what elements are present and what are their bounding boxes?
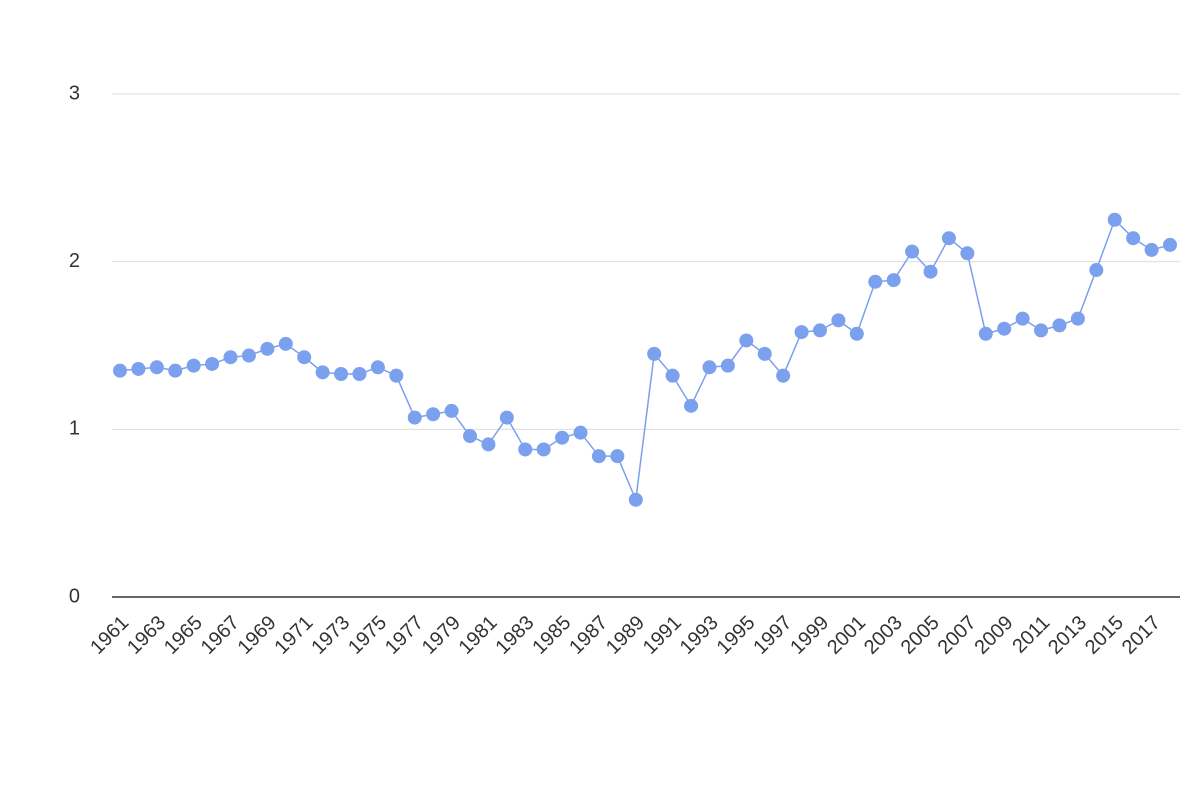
y-tick-label: 3 [69, 82, 80, 104]
data-point [591, 449, 606, 464]
data-point [518, 442, 533, 457]
x-tick-label: 2005 [897, 612, 944, 659]
x-tick-label: 1999 [786, 612, 833, 659]
data-point [278, 336, 293, 351]
x-tick-label: 1965 [160, 612, 207, 659]
data-point [573, 425, 588, 440]
data-point [536, 442, 551, 457]
data-point [444, 403, 459, 418]
data-point [241, 348, 256, 363]
x-tick-label: 2013 [1044, 612, 1091, 659]
data-point [315, 365, 330, 380]
data-point [113, 363, 127, 378]
x-tick-label: 1969 [234, 612, 281, 659]
x-tick-label: 1977 [381, 612, 428, 659]
data-point [1052, 318, 1067, 333]
y-tick-label: 1 [69, 418, 80, 440]
data-point [389, 368, 404, 383]
data-point [1015, 311, 1030, 326]
data-point [168, 363, 183, 378]
x-tick-label: 2003 [860, 612, 907, 659]
data-point [352, 367, 367, 382]
data-point [223, 350, 238, 365]
data-point [647, 346, 662, 361]
data-point [407, 410, 422, 425]
data-point [868, 274, 883, 289]
data-point [205, 356, 220, 371]
x-tick-label: 1973 [307, 612, 354, 659]
data-point [610, 449, 625, 464]
x-tick-label: 1979 [418, 612, 465, 659]
x-tick-label: 1985 [528, 612, 575, 659]
data-point [923, 264, 938, 279]
data-point [555, 430, 570, 445]
data-point [481, 437, 496, 452]
x-tick-label: 1967 [197, 612, 244, 659]
data-point [628, 492, 643, 507]
data-point [1144, 242, 1159, 257]
data-point [665, 368, 680, 383]
data-point [739, 333, 754, 348]
data-point [1107, 212, 1122, 227]
data-point [684, 398, 699, 413]
x-tick-label: 1981 [455, 612, 502, 659]
y-tick-label: 2 [69, 250, 80, 272]
data-point [1126, 231, 1141, 246]
data-point [1070, 311, 1085, 326]
x-tick-label: 1995 [713, 612, 760, 659]
x-tick-label: 1971 [270, 612, 317, 659]
data-point [702, 360, 717, 375]
data-point [886, 273, 901, 288]
x-tick-label: 2007 [934, 612, 981, 659]
data-line [119, 218, 1171, 503]
data-point [776, 368, 791, 383]
x-tick-label: 1975 [344, 612, 391, 659]
data-point [997, 321, 1012, 336]
data-point [849, 326, 864, 341]
x-tick-label: 1987 [565, 612, 612, 659]
x-tick-label: 2011 [1008, 612, 1054, 658]
x-tick-label: 1983 [492, 612, 539, 659]
x-tick-label: 2015 [1081, 612, 1128, 659]
data-point [297, 350, 312, 365]
data-point [131, 361, 146, 376]
data-point [186, 358, 201, 373]
data-point [831, 313, 846, 328]
data-point [1034, 323, 1049, 338]
y-tick-label: 0 [69, 585, 80, 607]
data-point [905, 244, 920, 259]
data-point [757, 346, 772, 361]
data-point [463, 429, 477, 444]
data-point [1089, 263, 1104, 278]
data-point [978, 326, 993, 341]
data-point [334, 367, 349, 382]
data-point [370, 360, 385, 375]
x-tick-label: 2009 [970, 612, 1017, 659]
data-point [499, 410, 514, 425]
data-point [941, 231, 956, 246]
data-point [149, 360, 164, 375]
data-point [260, 341, 275, 356]
x-tick-label: 1963 [123, 612, 170, 659]
x-tick-label: 2017 [1118, 612, 1165, 659]
data-point [1163, 237, 1177, 252]
x-tick-label: 1997 [749, 612, 796, 659]
data-point [794, 325, 809, 340]
data-point [813, 323, 827, 338]
data-point [720, 358, 735, 373]
x-tick-label: 1991 [639, 612, 686, 659]
x-tick-label: 2001 [823, 612, 870, 659]
x-tick-label: 1961 [86, 612, 133, 659]
data-point [960, 246, 975, 261]
x-tick-label: 1993 [676, 612, 723, 659]
x-tick-label: 1989 [602, 612, 649, 659]
data-point [426, 407, 441, 422]
